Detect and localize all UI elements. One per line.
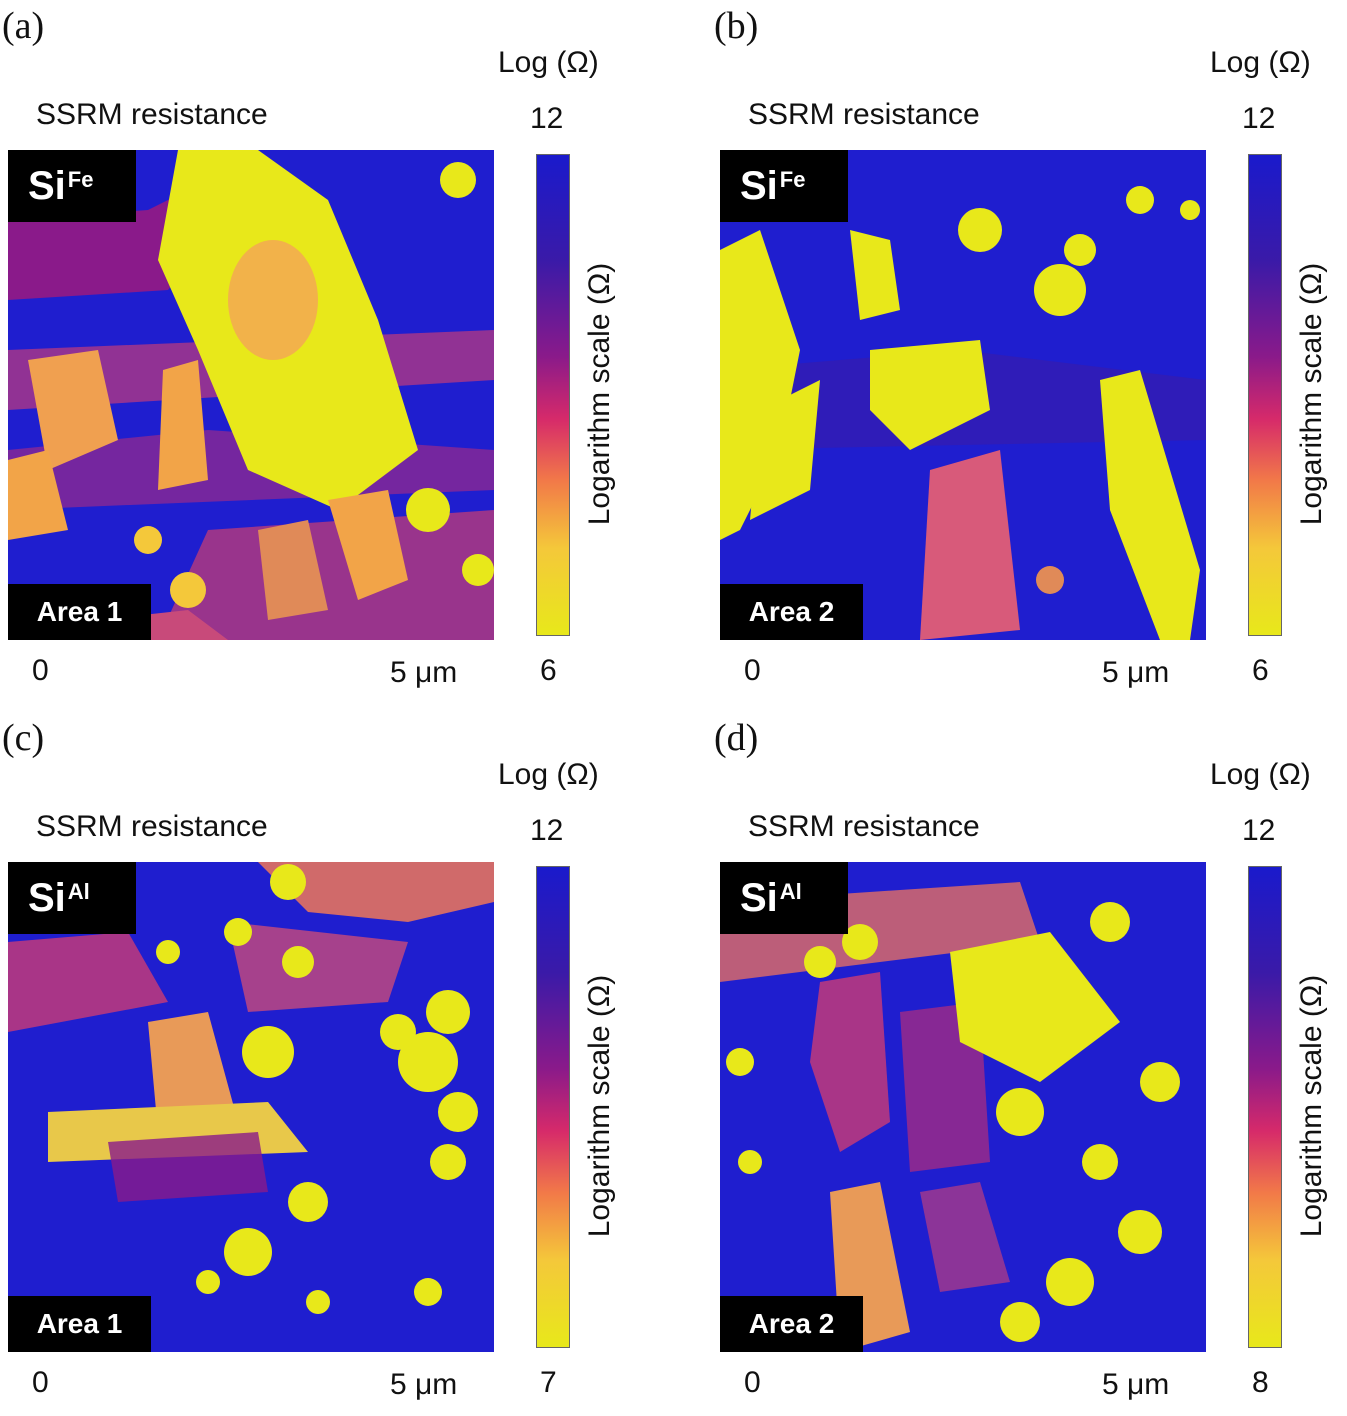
panel-letter: (b) xyxy=(714,5,759,47)
colorbar-min: 8 xyxy=(1252,1366,1269,1399)
ssrm-map-image xyxy=(8,862,494,1352)
material-dopant: Al xyxy=(67,879,90,904)
area-label: Area 1 xyxy=(8,1296,151,1352)
colorbar xyxy=(1248,866,1282,1348)
colorbar-max: 12 xyxy=(1242,102,1276,135)
panel-c: (c) Log (Ω) SSRM resistance 12 xyxy=(2,717,616,1401)
ssrm-map-image xyxy=(720,150,1206,640)
colorbar-max: 12 xyxy=(530,814,564,847)
ssrm-resistance-label: SSRM resistance xyxy=(36,98,268,131)
panel-letter: (c) xyxy=(2,717,45,759)
material-label: Si Fe xyxy=(8,150,136,222)
ssrm-map-image xyxy=(720,862,1206,1352)
ssrm-resistance-label: SSRM resistance xyxy=(748,810,980,843)
material-label: Si Al xyxy=(720,862,848,934)
ssrm-map-image xyxy=(8,150,494,640)
colorbar xyxy=(536,154,570,636)
area-label: Area 1 xyxy=(8,584,151,640)
panel-letter: (a) xyxy=(2,5,45,47)
scale-end: 5 μm xyxy=(390,656,458,689)
scale-start: 0 xyxy=(744,1366,761,1399)
colorbar-min: 6 xyxy=(1252,654,1269,687)
scale-start: 0 xyxy=(32,1366,49,1399)
scale-end: 5 μm xyxy=(390,1368,458,1401)
panel-letter: (d) xyxy=(714,717,759,759)
colorbar xyxy=(1248,154,1282,636)
area-label: Area 2 xyxy=(720,1296,863,1352)
material-dopant: Fe xyxy=(67,167,94,192)
material-label: Si Al xyxy=(8,862,136,934)
scale-end: 5 μm xyxy=(1102,1368,1170,1401)
area-label: Area 2 xyxy=(720,584,863,640)
panel-b: (b) Log (Ω) SSRM resistance 12 Si Fe Area… xyxy=(714,5,1328,689)
panel-d: (d) Log (Ω) SSRM resistance 12 Si Al Area… xyxy=(714,717,1328,1401)
ssrm-resistance-label: SSRM resistance xyxy=(36,810,268,843)
colorbar-max: 12 xyxy=(530,102,564,135)
colorbar-max: 12 xyxy=(1242,814,1276,847)
panel-a: (a) Log (Ω) SSRM resistance 12 Si Fe Area… xyxy=(2,5,616,689)
colorbar-min: 7 xyxy=(540,1366,557,1399)
colorbar xyxy=(536,866,570,1348)
material-dopant: Al xyxy=(779,879,802,904)
log-unit-label: Log (Ω) xyxy=(1210,758,1311,791)
log-unit-label: Log (Ω) xyxy=(498,758,599,791)
ssrm-resistance-label: SSRM resistance xyxy=(748,98,980,131)
log-unit-label: Log (Ω) xyxy=(498,46,599,79)
scale-end: 5 μm xyxy=(1102,656,1170,689)
material-dopant: Fe xyxy=(779,167,806,192)
colorbar-min: 6 xyxy=(540,654,557,687)
scale-start: 0 xyxy=(32,654,49,687)
scale-start: 0 xyxy=(744,654,761,687)
log-unit-label: Log (Ω) xyxy=(1210,46,1311,79)
material-label: Si Fe xyxy=(720,150,848,222)
